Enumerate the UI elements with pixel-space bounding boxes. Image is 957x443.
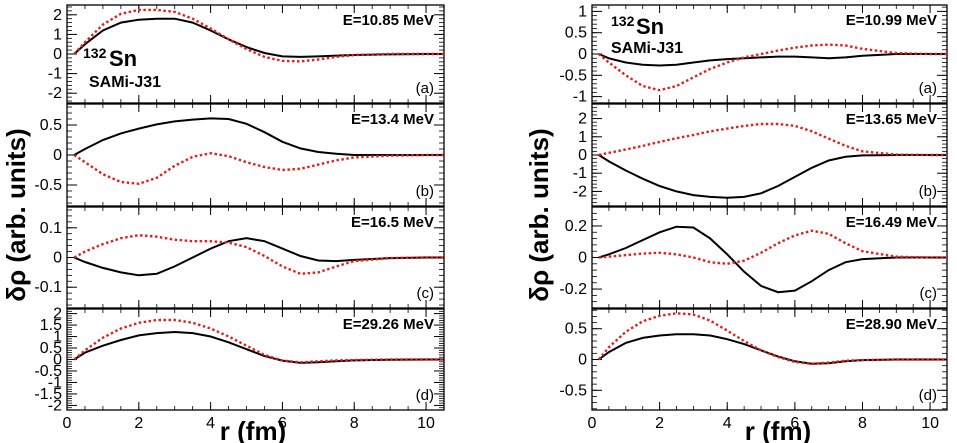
y-tick-label: 0	[53, 250, 62, 267]
y-tick-label: -0.5	[34, 177, 62, 194]
x-tick-label: 6	[278, 415, 287, 432]
nucleus-symbol-right: Sn	[636, 14, 664, 39]
y-tick-label: 0	[578, 250, 587, 267]
y-tick-label: 1.5	[40, 317, 62, 334]
y-tick-label: -2	[573, 183, 587, 200]
y-tick-label: 2	[578, 111, 587, 128]
energy-label: E=29.26 MeV	[343, 316, 434, 333]
y-tick-label: 0	[578, 352, 587, 369]
y-tick-label: 0.5	[40, 340, 62, 357]
series-line-red-dotted	[73, 8, 444, 63]
series-line-red-dotted	[73, 318, 444, 364]
series-line-black-solid	[73, 237, 444, 277]
x-tick-label: 2	[655, 415, 664, 432]
series-line-black-solid	[598, 225, 947, 294]
x-tick-label: 10	[921, 415, 939, 432]
y-tick-label: -1	[48, 374, 62, 391]
panel-tag: (c)	[920, 285, 938, 302]
panel-left-b: -0.5 0 0.5 E=13.4 MeV (b)	[34, 103, 445, 207]
series-line-black-solid	[73, 330, 444, 364]
y-tick-label: 0	[53, 147, 62, 164]
nucleus-mass-right: 132	[611, 13, 635, 29]
x-tick-label: 0	[588, 415, 597, 432]
series-line-red-dotted	[73, 233, 444, 276]
energy-label: E=16.49 MeV	[846, 214, 937, 231]
y-tick-label: 0.5	[565, 321, 587, 338]
y-tick-label: 2	[53, 7, 62, 24]
x-tick-label: 6	[790, 415, 799, 432]
energy-label: E=10.85 MeV	[343, 12, 434, 29]
y-tick-label: -1	[573, 165, 587, 182]
x-tick-label: 2	[134, 415, 143, 432]
nucleus-symbol-left: Sn	[109, 46, 137, 71]
panel-right-d: -0.500.50 2 4 6 8 10E=28.90 MeV(d)	[559, 308, 948, 432]
panel-tag: (a)	[919, 80, 937, 97]
x-tick-label: 10	[417, 415, 435, 432]
panel-right-c: -0.2 0 0.2 E=16.49 MeV (c)	[559, 206, 948, 309]
y-tick-label: 0.5	[40, 117, 62, 134]
series-line-red-dotted	[597, 312, 947, 366]
panel-tag: (a)	[416, 80, 434, 97]
y-tick-label: 0.5	[565, 25, 587, 42]
y-tick-label: -0.5	[34, 363, 62, 380]
y-tick-label: 0	[578, 147, 587, 164]
y-tick-label: 0.2	[565, 218, 587, 235]
series-line-black-solid	[598, 333, 947, 365]
y-tick-label: 1	[53, 329, 62, 346]
x-axis-title-right: r (fm)	[745, 416, 811, 443]
y-tick-label: 0.1	[40, 220, 62, 237]
y-tick-label: 1	[578, 3, 587, 20]
energy-label: E=10.99 MeV	[846, 12, 937, 29]
y-tick-label: 0	[578, 46, 587, 63]
y-tick-label: -1	[48, 66, 62, 83]
series-line-black-solid	[598, 154, 947, 199]
y-tick-label: 0	[53, 352, 62, 369]
y-tick-label: -1.5	[34, 386, 62, 403]
panel-tag: (c)	[417, 285, 435, 302]
x-tick-label: 4	[723, 415, 732, 432]
y-tick-label: -0.5	[559, 382, 587, 399]
series-line-red-dotted	[598, 229, 947, 266]
x-tick-label: 8	[858, 415, 867, 432]
x-tick-label: 4	[206, 415, 215, 432]
y-axis-title-left: δρ (arb. units)	[1, 128, 31, 301]
y-tick-label: 1	[578, 129, 587, 146]
y-axis-title-right: δρ (arb. units)	[524, 128, 554, 301]
model-label-right: SAMi-J31	[611, 40, 683, 57]
series-line-red-dotted	[73, 151, 444, 186]
nucleus-mass-left: 132	[83, 45, 107, 61]
series-line-black-solid	[73, 117, 444, 156]
energy-label: E=28.90 MeV	[846, 316, 937, 333]
energy-label: E=16.5 MeV	[351, 214, 434, 231]
x-tick-label: 0	[63, 415, 72, 432]
panel-tag: (d)	[416, 387, 434, 404]
energy-label: E=13.65 MeV	[846, 111, 937, 128]
y-tick-label: -0.5	[559, 67, 587, 84]
series-line-red-dotted	[598, 122, 947, 157]
y-tick-label: -0.1	[34, 279, 62, 296]
panel-right-a: -1 -0.5 0 0.5 1 E=10.99 MeV (a)	[559, 3, 948, 106]
panel-tag: (b)	[919, 183, 937, 200]
x-axis-title-left: r (fm)	[220, 416, 286, 443]
series-line-red-dotted	[598, 43, 947, 92]
y-tick-label: 1	[53, 26, 62, 43]
y-tick-label: -2	[48, 397, 62, 414]
series-line-black-solid	[598, 53, 947, 67]
panel-tag: (b)	[416, 183, 434, 200]
y-tick-label: 0	[53, 46, 62, 63]
panel-tag: (d)	[919, 387, 937, 404]
energy-label: E=13.4 MeV	[351, 111, 434, 128]
panel-left-c: -0.1 0 0.1 E=16.5 MeV (c)	[34, 206, 445, 309]
y-tick-label: -2	[48, 85, 62, 102]
panel-left-a: -2 -1 0 1 2 E=10.85 MeV (a)	[48, 4, 445, 104]
y-tick-label: -0.2	[559, 281, 587, 298]
panel-left-d: -2-1.5-1-0.500.511.520 2 4 6 8 10E=29.26 MeV(…	[34, 306, 445, 432]
model-label-left: SAMi-J31	[89, 74, 161, 91]
y-tick-label: 2	[53, 306, 62, 323]
y-tick-label: -1	[573, 89, 587, 106]
x-tick-label: 8	[350, 415, 359, 432]
